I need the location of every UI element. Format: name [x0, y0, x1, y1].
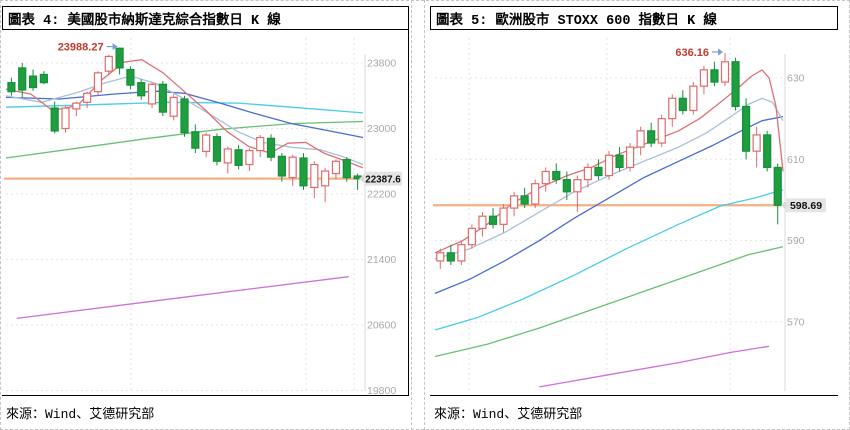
svg-text:630: 630 — [787, 73, 805, 85]
svg-text:23800: 23800 — [367, 58, 396, 70]
svg-text:610: 610 — [787, 154, 805, 166]
svg-text:19800: 19800 — [367, 385, 396, 397]
svg-text:23000: 23000 — [367, 123, 396, 135]
chart-title-stoxx: 圖表 5: 歐洲股市 STOXX 600 指數日 K 線 — [430, 6, 838, 30]
svg-text:21400: 21400 — [367, 254, 396, 266]
svg-text:570: 570 — [787, 316, 805, 328]
svg-text:636.16: 636.16 — [675, 47, 709, 59]
table-gridline-divider — [424, 0, 425, 430]
stoxx-chart-canvas: 630 610 590 570 636.16 598.69 — [433, 38, 826, 391]
panel-stoxx: 圖表 5: 歐洲股市 STOXX 600 指數日 K 線 630 610 590 57… — [430, 6, 838, 429]
svg-text:598.69: 598.69 — [790, 200, 822, 212]
nasdaq-candlestick-chart: 23800 23000 22200 21400 20600 19800 23988.27 22… — [2, 30, 409, 397]
svg-text:590: 590 — [787, 235, 805, 247]
panel-nasdaq: 圖表 4: 美國股市納斯達克綜合指數日 K 線 23800 23000 22200 2… — [2, 6, 409, 429]
svg-text:22200: 22200 — [367, 189, 396, 201]
stoxx-candlestick-chart: 630 610 590 570 636.16 598.69 — [430, 30, 838, 396]
nasdaq-chart-canvas: 23800 23000 22200 21400 20600 19800 23988.27 22… — [4, 38, 402, 397]
svg-text:22387.6: 22387.6 — [365, 174, 401, 185]
svg-text:23988.27: 23988.27 — [58, 42, 104, 54]
chart-title-nasdaq: 圖表 4: 美國股市納斯達克綜合指數日 K 線 — [2, 6, 409, 30]
source-label-stoxx: 來源：Wind、艾德研究部 — [434, 407, 583, 422]
table-gridline-divider — [411, 0, 412, 430]
source-label-nasdaq: 來源：Wind、艾德研究部 — [6, 407, 155, 422]
svg-text:20600: 20600 — [367, 320, 396, 332]
